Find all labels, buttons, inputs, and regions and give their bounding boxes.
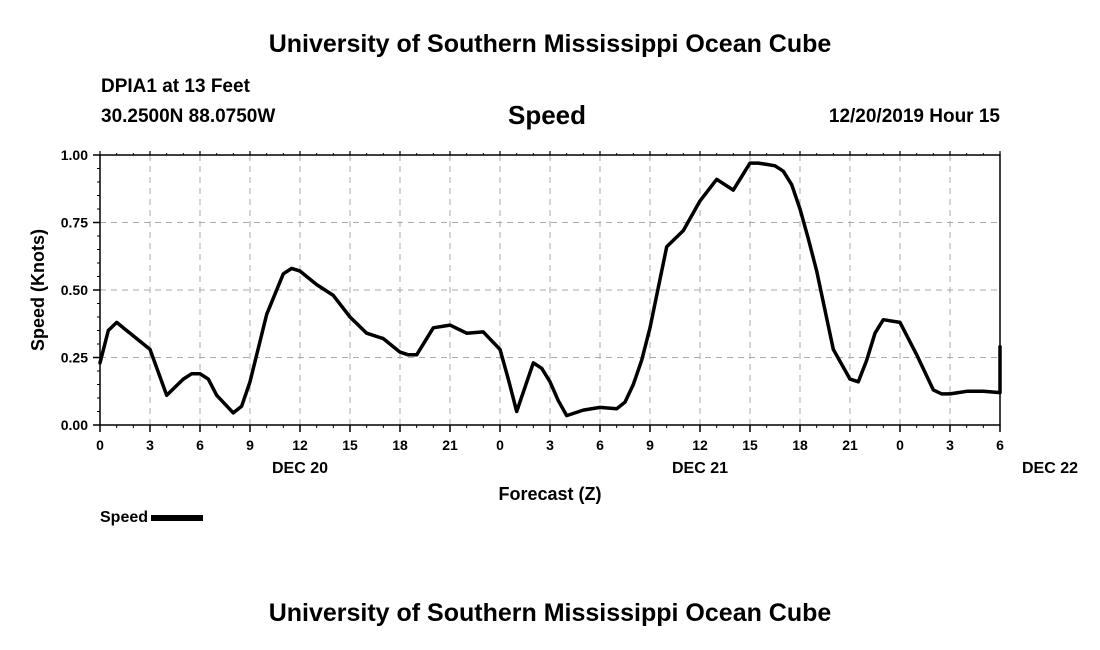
legend-swatch-speed [151,515,204,521]
x-tick-label: 18 [792,437,808,453]
x-tick-label: 9 [646,437,654,453]
top-title: University of Southern Mississippi Ocean… [268,30,832,58]
x-tick-label: 6 [196,437,204,453]
x-tick-label: 0 [96,437,104,453]
x-tick-label: 6 [596,437,604,453]
x-tick-label: 9 [246,437,254,453]
y-tick-label: 0.25 [61,350,88,366]
forecast-datetime: 12/20/2019 Hour 15 [828,106,1000,127]
x-tick-label: 3 [946,437,954,453]
date-label: DEC 21 [672,460,728,477]
bottom-title: University of Southern Mississippi Ocean… [268,599,832,627]
y-axis-label: Speed (Knots) [28,229,48,351]
x-tick-label: 21 [842,437,858,453]
x-tick-label: 0 [496,437,504,453]
speed-series-line [98,161,1002,418]
x-axis-label: Forecast (Z) [498,484,601,504]
x-tick-label: 3 [546,437,554,453]
y-tick-label: 0.00 [61,417,88,433]
y-tick-label: 0.50 [61,282,88,298]
coordinates-label: 30.2500N 88.0750W [101,106,276,127]
x-tick-label: 21 [442,437,458,453]
date-label: DEC 22 [1022,460,1078,477]
station-label: DPIA1 at 13 Feet [101,76,250,97]
x-tick-label: 15 [342,437,358,453]
x-tick-label: 0 [896,437,904,453]
legend: Speed [100,509,204,527]
y-tick-label: 0.75 [61,215,88,231]
date-label: DEC 20 [272,460,328,477]
x-tick-label: 15 [742,437,758,453]
legend-label-speed: Speed [100,509,149,526]
x-tick-label: 12 [692,437,708,453]
chart-title: Speed [508,100,587,130]
axis-ticks [93,151,1001,432]
y-tick-label: 1.00 [61,147,88,163]
x-tick-label: 6 [996,437,1004,453]
x-tick-label: 18 [392,437,408,453]
x-tick-label: 12 [292,437,308,453]
x-tick-label: 3 [146,437,154,453]
axis-tick-labels: 0 3 6 9 12 15 18 21 0 3 6 9 12 15 18 21 0 3 6 DEC 20 DEC 21 D… [61,147,1078,477]
